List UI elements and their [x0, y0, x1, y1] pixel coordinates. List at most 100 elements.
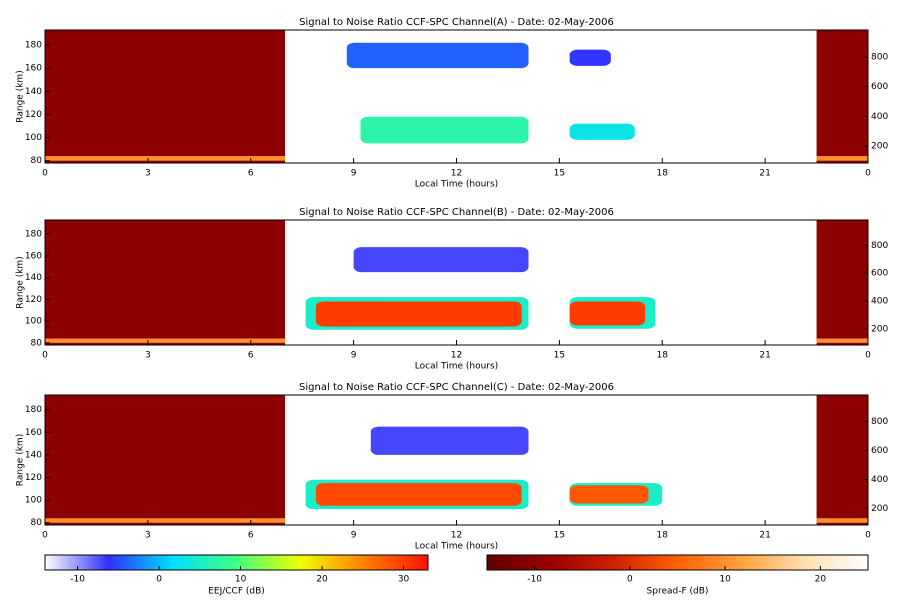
y-tick-label: 140 — [25, 450, 42, 460]
y-tick-label: 80 — [31, 156, 43, 166]
eej-echo — [569, 123, 635, 140]
x-tick-label: 15 — [554, 169, 565, 179]
spread-f-echo — [816, 395, 868, 525]
x-tick-label: 15 — [554, 531, 565, 541]
y2-tick-label: 200 — [871, 141, 888, 151]
y2-tick-label: 600 — [871, 446, 888, 456]
y-tick-label: 100 — [25, 317, 42, 327]
y-tick-label: 180 — [25, 405, 42, 415]
x-tick-label: 12 — [451, 169, 462, 179]
spread-f-echo — [816, 518, 868, 523]
x-axis-label: Local Time (hours) — [415, 180, 498, 190]
colorbar — [486, 554, 869, 571]
x-tick-label: 6 — [248, 531, 254, 541]
colorbar-tick-label: 0 — [627, 575, 633, 585]
y2-tick-label: 400 — [871, 112, 888, 122]
x-tick-label: 0 — [865, 351, 871, 361]
y-tick-label: 80 — [31, 338, 43, 348]
eej-echo — [569, 301, 646, 326]
y-tick-label: 100 — [25, 133, 42, 143]
x-tick-label: 18 — [657, 531, 669, 541]
spread-f-echo — [45, 30, 286, 163]
x-tick-label: 18 — [657, 169, 669, 179]
x-tick-label: 9 — [351, 351, 357, 361]
eej-echo — [346, 42, 529, 69]
spread-f-echo — [45, 220, 286, 345]
eej-echo — [569, 485, 649, 504]
x-tick-label: 3 — [145, 351, 151, 361]
colorbar-label: Spread-F (dB) — [647, 587, 709, 597]
y2-tick-label: 800 — [871, 52, 888, 62]
spread-f-echo — [816, 156, 868, 161]
x-tick-label: 0 — [865, 531, 871, 541]
spread-f-echo — [45, 338, 286, 343]
y-tick-label: 120 — [25, 110, 42, 120]
y-tick-label: 180 — [25, 230, 42, 240]
y-tick-label: 100 — [25, 496, 42, 506]
eej-echo — [569, 49, 611, 66]
x-tick-label: 9 — [351, 169, 357, 179]
y-tick-label: 120 — [25, 295, 42, 305]
spread-f-echo — [45, 156, 286, 161]
x-tick-label: 12 — [451, 531, 462, 541]
spread-f-echo — [45, 518, 286, 523]
x-tick-label: 0 — [42, 531, 48, 541]
colorbar-tick-label: 10 — [719, 575, 731, 585]
colorbar-tick-label: -10 — [527, 575, 542, 585]
colorbar-tick-label: 30 — [398, 575, 410, 585]
x-tick-label: 21 — [759, 531, 770, 541]
y2-tick-label: 600 — [871, 269, 888, 279]
x-tick-label: 18 — [657, 351, 669, 361]
y2-tick-label: 200 — [871, 324, 888, 334]
spread-f-echo — [45, 395, 286, 525]
x-tick-label: 6 — [248, 169, 254, 179]
x-axis-label: Local Time (hours) — [415, 542, 498, 552]
eej-echo — [370, 426, 529, 455]
eej-echo — [315, 301, 522, 327]
eej-echo — [360, 116, 529, 144]
colorbar-tick-label: 20 — [815, 575, 827, 585]
y-tick-label: 140 — [25, 273, 42, 283]
y-tick-label: 140 — [25, 87, 42, 97]
spread-f-echo — [816, 220, 868, 345]
panel-title: Signal to Noise Ratio CCF-SPC Channel(B)… — [299, 207, 614, 218]
colorbar — [44, 554, 429, 571]
x-tick-label: 12 — [451, 351, 462, 361]
spread-f-echo — [816, 30, 868, 163]
x-axis-label: Local Time (hours) — [415, 362, 498, 372]
colorbar-tick-label: 20 — [316, 575, 328, 585]
x-tick-label: 21 — [759, 351, 770, 361]
spread-f-echo — [816, 338, 868, 343]
y2-tick-label: 800 — [871, 241, 888, 251]
x-tick-label: 0 — [865, 169, 871, 179]
y2-tick-label: 600 — [871, 82, 888, 92]
x-tick-label: 15 — [554, 351, 565, 361]
y-tick-label: 160 — [25, 64, 42, 74]
y2-tick-label: 200 — [871, 504, 888, 514]
y-tick-label: 120 — [25, 473, 42, 483]
eej-echo — [353, 247, 529, 273]
x-tick-label: 0 — [42, 351, 48, 361]
panel-title: Signal to Noise Ratio CCF-SPC Channel(C)… — [299, 382, 614, 393]
panel-title: Signal to Noise Ratio CCF-SPC Channel(A)… — [299, 17, 614, 28]
colorbar-tick-label: 0 — [156, 575, 162, 585]
y-axis-label: Range (km) — [16, 256, 26, 308]
y2-tick-label: 400 — [871, 297, 888, 307]
x-tick-label: 3 — [145, 169, 151, 179]
y-axis-label: Range (km) — [16, 434, 26, 486]
y2-tick-label: 400 — [871, 475, 888, 485]
y-tick-label: 80 — [31, 518, 43, 528]
x-tick-label: 0 — [42, 169, 48, 179]
x-tick-label: 6 — [248, 351, 254, 361]
colorbar-tick-label: 10 — [235, 575, 247, 585]
x-tick-label: 9 — [351, 531, 357, 541]
y-axis-label: Range (km) — [16, 70, 26, 122]
x-tick-label: 3 — [145, 531, 151, 541]
y-tick-label: 180 — [25, 41, 42, 51]
colorbar-label: EEJ/CCF (dB) — [208, 587, 265, 597]
x-tick-label: 21 — [759, 169, 770, 179]
eej-echo — [315, 483, 522, 506]
y-tick-label: 160 — [25, 428, 42, 438]
y2-tick-label: 800 — [871, 417, 888, 427]
